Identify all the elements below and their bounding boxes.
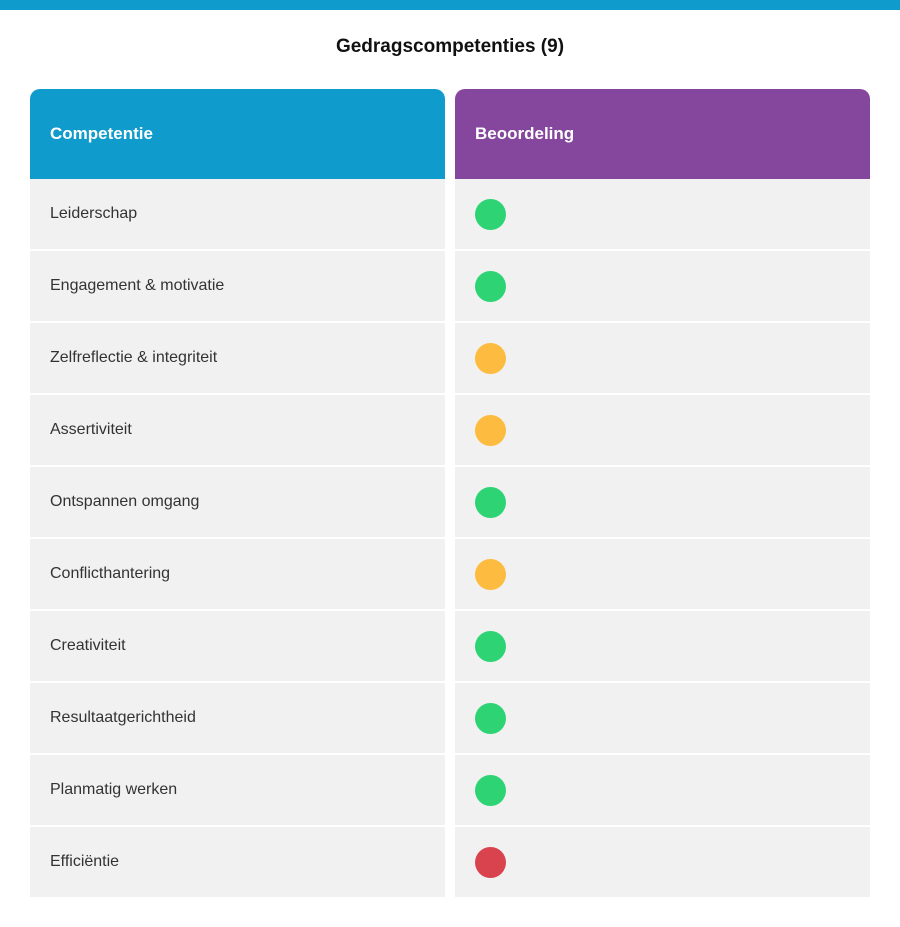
competentie-label: Conflicthantering	[50, 565, 171, 582]
table-row: Conflicthantering	[30, 539, 870, 609]
competentie-label: Resultaatgerichtheid	[50, 709, 196, 726]
table-row: Resultaatgerichtheid	[30, 683, 870, 753]
header-beoordeling: Beoordeling	[455, 89, 870, 179]
competentie-label: Creativiteit	[50, 637, 126, 654]
table-body: Leiderschap Engagement & motivatie Zelfref…	[30, 179, 870, 897]
beoordeling-cell	[455, 395, 870, 465]
page-title: Gedragscompetenties (9)	[335, 36, 565, 57]
table-row: Assertiviteit	[30, 395, 870, 465]
competency-table: Competentie Beoordeling Leiderschap Engag…	[30, 89, 870, 897]
table-header-row: Competentie Beoordeling	[30, 89, 870, 179]
table-row: Ontspannen omgang	[30, 467, 870, 537]
competentie-label: Leiderschap	[50, 205, 138, 222]
competentie-label: Ontspannen omgang	[50, 493, 200, 510]
beoordeling-cell	[455, 251, 870, 321]
rating-green-dot-icon	[475, 774, 506, 806]
rating-orange-dot-icon	[475, 558, 506, 590]
competentie-cell: Resultaatgerichtheid	[30, 683, 445, 753]
table-row: Engagement & motivatie	[30, 251, 870, 321]
rating-red-dot-icon	[475, 846, 506, 878]
competentie-cell: Conflicthantering	[30, 539, 445, 609]
competentie-label: Engagement & motivatie	[50, 277, 225, 294]
competentie-cell: Planmatig werken	[30, 755, 445, 825]
beoordeling-cell	[455, 611, 870, 681]
beoordeling-cell	[455, 467, 870, 537]
competentie-cell: Zelfreflectie & integriteit	[30, 323, 445, 393]
table-row: Efficiëntie	[30, 827, 870, 897]
rating-orange-dot-icon	[475, 342, 506, 374]
competentie-label: Efficiëntie	[50, 853, 120, 870]
rating-green-dot-icon	[475, 270, 506, 302]
competentie-cell: Ontspannen omgang	[30, 467, 445, 537]
table-row: Creativiteit	[30, 611, 870, 681]
header-beoordeling-label: Beoordeling	[475, 124, 575, 143]
competentie-cell: Leiderschap	[30, 179, 445, 249]
beoordeling-cell	[455, 179, 870, 249]
top-accent-bar	[0, 0, 900, 10]
rating-green-dot-icon	[475, 702, 506, 734]
competentie-cell: Creativiteit	[30, 611, 445, 681]
table-row: Planmatig werken	[30, 755, 870, 825]
beoordeling-cell	[455, 827, 870, 897]
header-competentie: Competentie	[30, 89, 445, 179]
table-row: Leiderschap	[30, 179, 870, 249]
competentie-label: Assertiviteit	[50, 421, 132, 438]
beoordeling-cell	[455, 755, 870, 825]
rating-green-dot-icon	[475, 630, 506, 662]
competentie-cell: Assertiviteit	[30, 395, 445, 465]
rating-green-dot-icon	[475, 486, 506, 518]
header-competentie-label: Competentie	[50, 124, 153, 143]
competentie-cell: Efficiëntie	[30, 827, 445, 897]
beoordeling-cell	[455, 539, 870, 609]
competentie-label: Zelfreflectie & integriteit	[50, 349, 218, 366]
rating-green-dot-icon	[475, 198, 506, 230]
beoordeling-cell	[455, 323, 870, 393]
rating-orange-dot-icon	[475, 414, 506, 446]
beoordeling-cell	[455, 683, 870, 753]
table-row: Zelfreflectie & integriteit	[30, 323, 870, 393]
competentie-label: Planmatig werken	[50, 781, 178, 798]
competentie-cell: Engagement & motivatie	[30, 251, 445, 321]
